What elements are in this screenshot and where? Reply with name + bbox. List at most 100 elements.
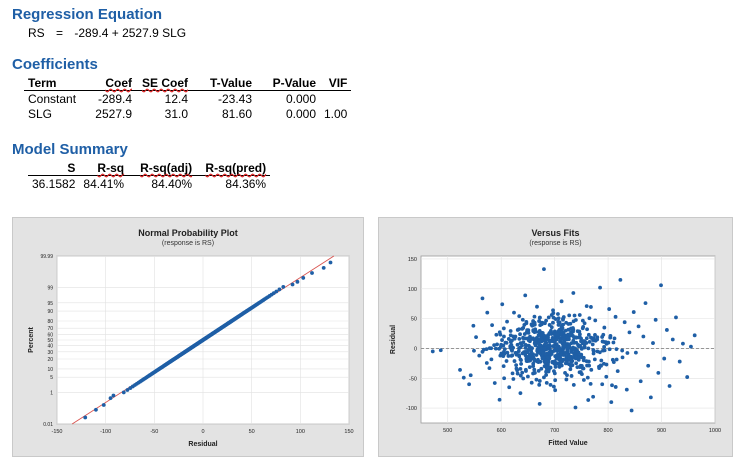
data-point [500,338,504,342]
data-point [502,351,507,356]
x-tick-label: 500 [443,428,452,434]
data-point [604,341,609,346]
regression-equation-title: Regression Equation [12,6,163,23]
data-point [585,375,590,380]
data-point [561,322,565,327]
data-point [537,402,542,406]
data-point [553,365,558,369]
data-point [517,336,522,341]
data-point [556,312,560,316]
data-point [544,380,549,385]
data-point [604,374,609,379]
data-point [577,332,582,337]
data-point [542,267,546,272]
data-point [510,338,514,343]
data-point [597,366,602,371]
data-point [552,361,556,366]
data-point [517,346,521,351]
data-point [519,361,523,366]
data-point [310,271,314,275]
data-point [554,356,559,361]
data-point [290,282,295,287]
x-tick-label: -150 [51,429,62,435]
data-point [574,361,579,366]
data-point [624,387,629,392]
data-point [543,339,548,344]
data-point [573,348,578,353]
data-point [108,396,113,401]
data-point [582,341,586,346]
data-point [542,333,547,338]
data-point [541,351,546,356]
data-point [523,367,528,372]
data-point [556,316,561,321]
data-point [542,346,547,351]
data-point [539,346,543,351]
data-point [549,328,553,333]
data-point [551,320,555,325]
data-point [497,330,502,335]
data-point [536,360,541,364]
data-point [538,323,543,327]
data-point [515,328,520,332]
data-point [321,265,326,270]
data-point [510,353,515,358]
data-point [566,322,571,326]
data-point [681,341,685,346]
data-point [553,378,558,383]
data-point [575,329,580,334]
data-point [521,376,526,381]
data-point [513,350,518,355]
data-point [584,336,589,341]
chart-title: Normal Probability Plot [138,228,238,238]
chart-subtitle: (response is RS) [161,240,215,247]
data-point [539,339,544,344]
data-point [534,329,538,334]
data-point [662,356,667,361]
data-point [518,366,523,371]
data-point [301,276,306,280]
column-header-r-sq-adj: R-sq(adj) [128,161,197,176]
data-point [537,379,542,383]
y-tick-label: 99 [47,285,53,291]
data-point [569,354,574,359]
column-header-r-sq-pred: R-sq(pred) [196,161,271,176]
cell-r-sq: 84.41% [83,177,125,191]
data-point [548,382,553,387]
data-point [497,346,501,351]
data-point [566,336,571,341]
data-point [527,365,532,370]
data-point [610,357,615,362]
cell-se-coef: 12.4 [164,92,188,106]
data-point [651,341,655,345]
data-point [595,337,600,342]
data-point [689,344,693,349]
x-tick-label: 100 [296,429,305,435]
data-point [501,364,506,369]
data-point [111,393,116,398]
data-point [501,326,506,331]
data-point [508,329,513,333]
table-row: SLG 2527.9 31.0 81.60 0.000 1.00 [24,106,351,121]
data-point [524,355,529,360]
cell-r-sq-pred: 84.36% [225,177,267,191]
data-point [551,384,556,389]
data-point [517,314,522,319]
data-point [585,363,589,368]
equation-equals: = [56,26,64,40]
data-point [94,407,98,412]
data-point [636,324,641,329]
data-point [562,344,567,348]
data-point [586,359,591,364]
data-point [524,319,529,324]
data-point [561,315,566,319]
data-point [556,323,561,327]
data-point [590,342,595,347]
table-row: 36.1582 84.41% 84.40% 84.36% [28,176,270,191]
y-tick-label: 5 [50,375,53,381]
y-tick-label: 20 [47,357,53,363]
data-point [535,304,539,309]
data-point [608,334,613,338]
data-point [685,375,690,379]
